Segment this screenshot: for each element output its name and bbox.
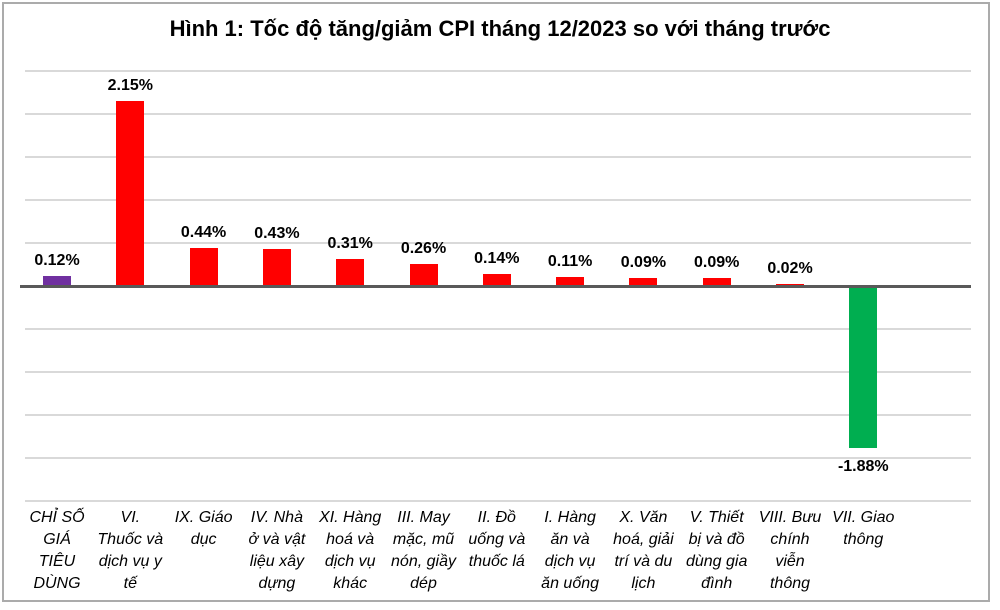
value-label-1: 0.12% (34, 251, 80, 269)
gridline (25, 70, 971, 72)
category-label-2: VI. Thuốc và dịch vụ y tế (97, 509, 164, 592)
bar-7 (482, 273, 511, 286)
gridline (25, 328, 971, 330)
bar-12 (849, 286, 878, 448)
gridline (25, 113, 971, 115)
chart-title: Hình 1: Tốc độ tăng/giảm CPI tháng 12/20… (169, 16, 831, 41)
value-label-10: 0.09% (694, 254, 740, 272)
plot-area: 0.12% 2.15% 0.44% 0.43% 0.31% 0.26% 0.14% 0.11%… (20, 70, 971, 502)
category-label-5: XI. Hàng hoá và dịch vụ khác (319, 509, 382, 592)
gridline (25, 199, 971, 201)
x-axis-zero-line (20, 284, 971, 288)
bar-3 (189, 248, 218, 286)
bar-5 (336, 259, 365, 286)
gridline (25, 156, 971, 158)
bar-6 (409, 263, 438, 286)
bar-1 (43, 275, 71, 286)
gridline (25, 457, 971, 459)
bar-9 (629, 278, 658, 286)
category-label-1: CHỈ SỐ GIÁ TIÊU DÙNG (29, 509, 85, 592)
value-label-4: 0.43% (254, 225, 300, 243)
value-label-9: 0.09% (620, 254, 667, 272)
gridline (25, 371, 971, 373)
category-label-4: IV. Nhà ở và vật liệu xây dựng (248, 509, 306, 592)
value-label-7: 0.14% (474, 249, 520, 267)
bar-2 (116, 101, 145, 286)
category-label-12: VII. Giao thông (832, 509, 895, 548)
x-axis-labels: CHỈ SỐ GIÁ TIÊU DÙNG VI. Thuốc và dịch vụ… (25, 507, 971, 603)
value-label-2: 2.15% (107, 77, 153, 95)
chart-frame-border (2, 2, 990, 602)
value-label-8: 0.11% (547, 252, 593, 270)
category-label-11: VIII. Bưu chính viễn thông (758, 509, 822, 592)
gridline (25, 500, 971, 502)
value-label-6: 0.26% (400, 239, 447, 257)
bar-10 (702, 278, 731, 286)
value-label-12: -1.88% (837, 457, 889, 475)
category-label-7: II. Đồ uống và thuốc lá (468, 509, 526, 570)
category-label-9: X. Văn hoá, giải trí và du lịch (613, 509, 674, 592)
value-label-11: 0.02% (767, 260, 813, 277)
category-label-6: III. May mặc, mũ nón, giầy dép (391, 509, 456, 592)
gridline (25, 242, 971, 244)
bar-4 (262, 249, 291, 286)
category-label-10: V. Thiết bị và đồ dùng gia đình (685, 509, 748, 592)
value-label-5: 0.31% (327, 235, 373, 253)
value-label-3: 0.44% (180, 224, 227, 242)
category-label-3: IX. Giáo dục (174, 509, 233, 548)
category-label-8: I. Hàng ăn và dịch vụ ăn uống (541, 509, 600, 592)
gridline (25, 414, 971, 416)
bar-8 (556, 276, 585, 286)
